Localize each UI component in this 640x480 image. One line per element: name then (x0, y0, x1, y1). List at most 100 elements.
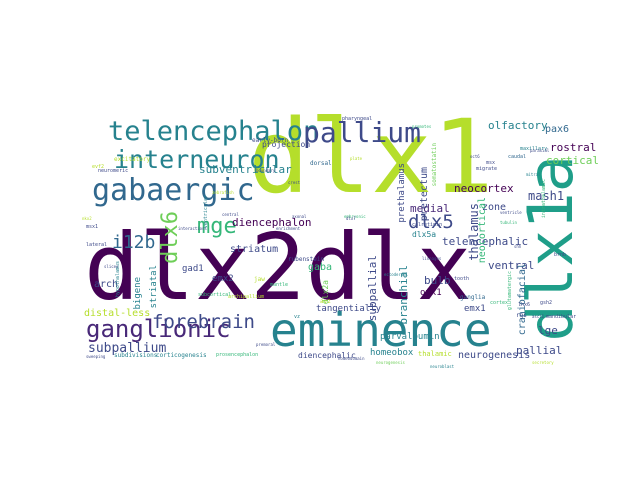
word-embryonic: embryonic (344, 214, 366, 219)
word-striatum: striatum (230, 244, 279, 255)
word-mge: mge (197, 214, 237, 239)
word-neurogenesis-small: neurogenesis (376, 360, 405, 365)
word-telencephalon: telencephalon (108, 116, 320, 147)
word-telencephalic: telencephalic (442, 235, 529, 248)
word-gsh2: gsh2 (540, 300, 553, 306)
word-cloud-panel: dlx2dlx dlx1 dlx1a eminence gabaergic te… (80, 98, 599, 375)
word-central: central (222, 212, 239, 217)
word-homeodomain: homeodomain (338, 356, 365, 361)
word-ectodermal: ectodermal (384, 272, 409, 277)
word-diencephalic: diencephalic (298, 351, 356, 360)
word-cortex: cortex (490, 300, 509, 306)
word-lhx6: lhx6 (518, 302, 531, 308)
word-mandibular: mandibular (546, 314, 577, 320)
word-oct6: oct6 (470, 154, 480, 159)
word-gabaergic: gabaergic (92, 173, 255, 208)
word-forebrain: forebrain (152, 311, 255, 333)
word-neocortical: neocortical (477, 197, 488, 264)
word-nkx2: nkx2 (82, 216, 92, 221)
word-neocortex: neocortex (454, 182, 514, 195)
word-parvalbumin: parvalbumin (380, 332, 440, 342)
word-ventral: ventral (488, 259, 535, 272)
word-ventricular: ventricular (203, 195, 209, 229)
word-craniofacial: craniofacial (517, 263, 528, 336)
word-dlx5a: dlx5a (412, 230, 437, 239)
word-distal-less: distal-less (84, 308, 151, 319)
word-secretory: secretory (532, 360, 554, 365)
word-avz: avz (320, 298, 331, 305)
word-arch: arch (94, 279, 119, 290)
word-otx1: otx1 (420, 288, 442, 298)
word-zebrafish: zebrafish (212, 190, 234, 195)
word-subventricular: subventricular (199, 163, 292, 176)
word-cortical: cortical (546, 154, 599, 167)
word-zone: zone (482, 202, 507, 213)
word-pharyngeal: pharyngeal (342, 116, 373, 122)
word-maxillary: maxillary (520, 146, 548, 152)
word-i12b: i12b (112, 232, 156, 253)
word-shh: shh (514, 244, 522, 249)
word-pax6: pax6 (545, 124, 570, 135)
word-gaba: gaba (308, 262, 333, 273)
word-migrate: migrate (476, 166, 498, 172)
word-medial: medial (410, 202, 450, 215)
word-interneuron: interneuron (114, 145, 280, 174)
word-caudal: caudal (508, 154, 527, 160)
word-neuroblast: neuroblast (430, 364, 455, 369)
word-evf2: evf2 (92, 164, 105, 170)
word-rubenstein: rubenstein (288, 256, 325, 263)
word-archipallium: archipallium (228, 294, 265, 300)
word-subcortical: subcortical (198, 292, 232, 298)
word-plate: plate (350, 156, 363, 161)
word-calretinin: calretinin (412, 222, 443, 228)
word-paraxial: paraxial (530, 148, 550, 153)
word-neurogenesis: neurogenesis (458, 350, 531, 361)
word-dlx6: dlx6 (158, 211, 183, 264)
word-msx1: msx1 (86, 224, 99, 230)
word-neuromeric: neuromeric (98, 168, 129, 174)
word-crest: crest (288, 180, 301, 185)
word-pallial: pallial (516, 344, 563, 357)
word-brnb: brnb (554, 252, 567, 258)
word-lineages: lineages (422, 256, 442, 261)
word-msx: msx (486, 160, 496, 166)
word-subdivisions: subdivisions (114, 352, 158, 359)
word-subpallium: subpallium (88, 341, 167, 356)
word-thalamic: thalamic (418, 350, 452, 358)
word-early-born: early-born (252, 137, 289, 144)
word-prethalamus: prethalamus (397, 163, 407, 223)
word-bigene: bigene (133, 277, 143, 310)
word-premoral: premoral (256, 342, 276, 347)
word-rgs: rgs (516, 312, 527, 319)
word-homeobox: homeobox (370, 348, 414, 358)
word-lge: lge (538, 324, 558, 337)
word-pretectum: pretectum (419, 167, 430, 222)
word-somatostatin: somatostatin (431, 143, 438, 187)
word-tangentially: tangentially (316, 304, 382, 314)
word-emx1: emx1 (464, 304, 486, 314)
word-ascl1: ascl1 (532, 314, 545, 319)
word-olfactory: olfactory (488, 119, 548, 132)
word-dorsal: dorsal (310, 160, 332, 167)
word-vz: vz (294, 314, 301, 320)
word-boundary: boundary (256, 168, 276, 173)
word-intrathalamic: intrathalamic (541, 179, 547, 219)
word-interactions: interactions (178, 226, 207, 231)
word-rostral: rostral (550, 141, 597, 154)
word-striatal: striatal (149, 265, 159, 309)
word-emx2: emx2 (212, 274, 234, 284)
word-eminence: eminence (270, 303, 492, 357)
word-tubulin: tubulin (500, 220, 517, 225)
word-slices: slices (104, 264, 119, 269)
word-dlx2dlx: dlx2dlx (84, 214, 472, 321)
word-prosencephalon: prosencephalon (216, 352, 259, 358)
word-ganglia: ganglia (460, 294, 486, 301)
word-sweeping: sweeping (86, 354, 106, 359)
word-dlx1: dlx1 (248, 98, 494, 217)
word-ganglionic: ganglionic (86, 315, 231, 343)
word-excitatory: excitatory (114, 156, 151, 163)
word-mash1: mash1 (528, 189, 565, 203)
word-projection: projection (262, 140, 311, 149)
word-diencephalon: diencephalon (232, 216, 312, 229)
